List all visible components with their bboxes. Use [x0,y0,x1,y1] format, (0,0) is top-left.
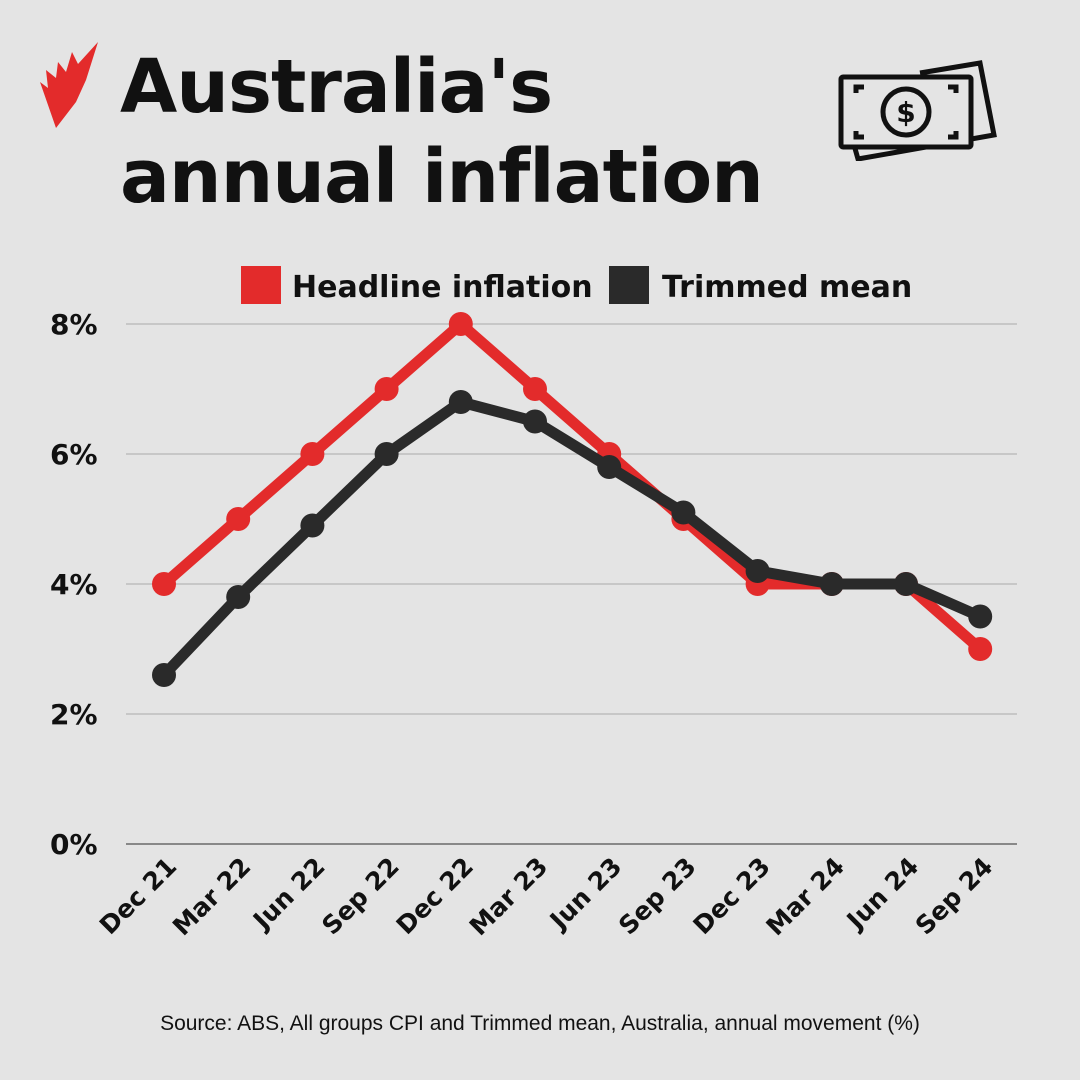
x-tick-label: Jun 24 [840,852,924,936]
y-tick-label: 6% [50,438,98,471]
data-point [523,377,547,401]
data-point [894,572,918,596]
x-tick-label: Mar 24 [761,852,851,942]
data-point [745,559,770,583]
x-tick-label: Sep 23 [613,852,702,941]
data-point [226,585,251,609]
data-point [448,390,473,414]
money-bill-icon: $ [838,60,997,161]
data-point [968,637,993,661]
x-tick-label: Sep 22 [316,852,405,941]
series-line [160,318,984,654]
legend-swatch [241,266,281,304]
source-note: Source: ABS, All groups CPI and Trimmed … [160,1012,920,1035]
series-headline-inflation [152,312,993,661]
data-point [374,377,399,401]
data-point [819,572,844,596]
legend-label: Trimmed mean [662,270,912,305]
legend-label: Headline inflation [292,270,593,305]
data-point [523,409,547,434]
series-trimmed-mean [152,390,993,687]
data-point [597,455,622,479]
x-tick-label: Mar 22 [167,852,257,942]
x-tick-label: Mar 23 [464,852,554,942]
data-point [152,663,176,687]
data-point [226,507,251,531]
sbs-logo [40,42,98,128]
data-point [152,572,176,596]
y-tick-label: 8% [50,308,98,341]
y-tick-label: 0% [50,828,98,861]
data-point [968,604,993,629]
x-tick-label: Dec 22 [391,852,479,940]
data-point [448,312,473,336]
y-tick-label: 2% [50,698,98,731]
x-tick-label: Dec 23 [687,852,775,940]
data-point [374,442,399,466]
x-tick-label: Jun 23 [543,852,627,936]
data-point [300,442,325,466]
data-point [300,513,325,538]
x-tick-label: Sep 24 [910,852,999,941]
legend-swatch [609,266,649,304]
series-line [160,396,983,679]
svg-text:$: $ [896,96,915,129]
x-tick-label: Dec 21 [94,852,182,940]
y-tick-label: 4% [50,568,98,601]
x-tick-label: Jun 22 [246,852,330,936]
data-point [671,500,696,525]
page-title: Australia's annual inflation [120,44,764,220]
